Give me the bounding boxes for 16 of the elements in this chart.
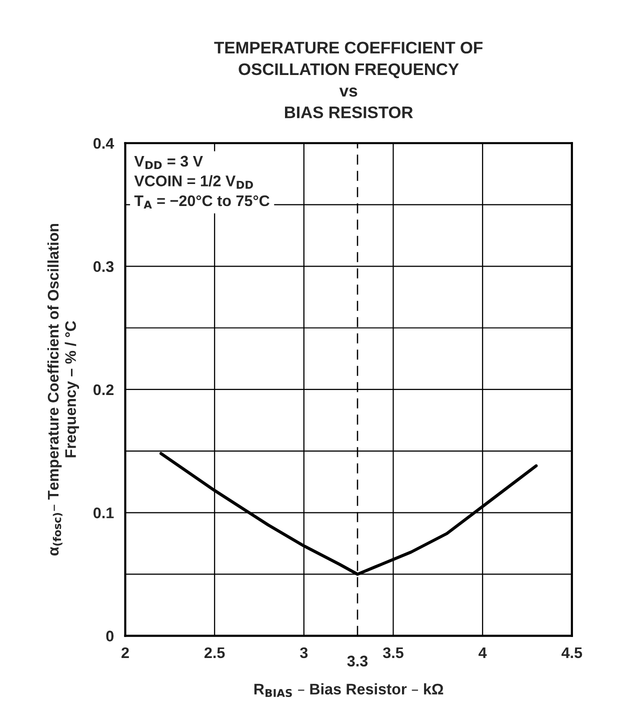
- x-tick-label: 3.5: [382, 647, 404, 658]
- x-tick-label: 4.5: [562, 647, 582, 658]
- x-tick-label: 3: [300, 647, 308, 658]
- y-axis-title: α$_{(fosc)}$– Temperature Coefficient of Oscillation Frequency – % / °C: [47, 224, 80, 556]
- y-tick-label: 0.2: [94, 384, 114, 396]
- text: V$_{DD}$ = 3 V VCOIN = 1/2 V$_{DD}$ T$_{A}$ = −20°C to 75°C: [134, 156, 270, 209]
- y-tick-label: 0.4: [94, 138, 114, 149]
- chart-title: TEMPERATURE COEFFICIENT OF OSCILLATION FREQUENCY vs BIAS RESISTOR: [214, 42, 483, 118]
- x-tick-label: 4: [478, 647, 487, 658]
- x-tick-label: 2: [122, 647, 129, 658]
- y-tick-label: 0.3: [94, 261, 114, 272]
- y-tick-label: 0: [106, 630, 114, 642]
- x-axis-title: R$_{BIAS}$ – Bias Resistor – kΩ: [254, 683, 444, 698]
- x-tick-label: 2.5: [204, 647, 225, 658]
- ref-line-label: 3.3: [347, 656, 368, 667]
- y-tick-label: 0.1: [94, 508, 114, 518]
